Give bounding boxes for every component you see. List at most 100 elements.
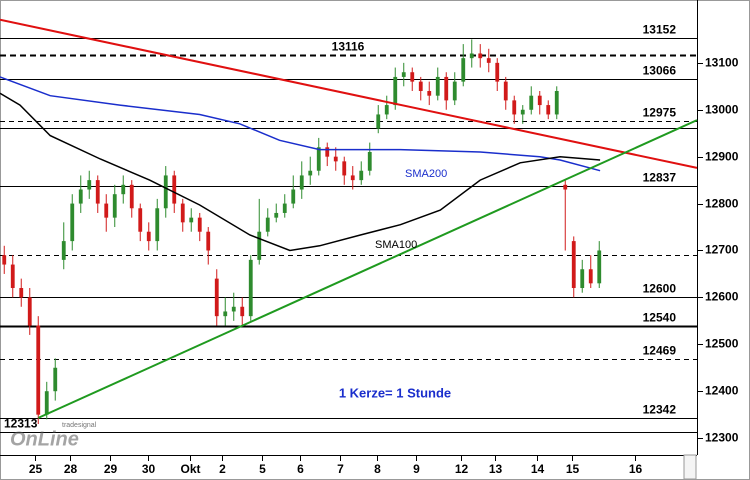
- x-tick-label: Okt: [180, 462, 200, 476]
- y-tick-label: 12500: [705, 337, 739, 351]
- candle-body: [537, 95, 542, 106]
- candle-body: [146, 231, 151, 242]
- y-tick-label: 12600: [705, 290, 739, 304]
- candle-body: [588, 269, 593, 284]
- candle-body: [10, 264, 15, 289]
- x-tick-label: 29: [104, 462, 118, 476]
- candle-body: [410, 72, 415, 82]
- y-tick-label: 12700: [705, 243, 739, 257]
- y-tick-label: 12800: [705, 197, 739, 211]
- candle-body: [546, 105, 551, 115]
- x-tick-label: 5: [259, 462, 266, 476]
- candle-body: [418, 81, 423, 91]
- candle-body: [248, 259, 253, 317]
- candle-body: [95, 180, 100, 204]
- x-tick-label: 7: [337, 462, 344, 476]
- level-label: 12975: [643, 106, 677, 120]
- candle-body: [197, 217, 202, 232]
- y-tick-label: 12300: [705, 431, 739, 445]
- y-tick-label: 12400: [705, 384, 739, 398]
- candle-body: [180, 203, 185, 223]
- candle-body: [512, 100, 517, 115]
- x-tick-label: 15: [566, 462, 580, 476]
- level-label: 12837: [643, 171, 677, 185]
- candle-body: [597, 250, 602, 284]
- candle-body: [53, 367, 58, 392]
- corner-box: [683, 454, 697, 480]
- x-tick-label: 12: [455, 462, 469, 476]
- line-series: [37, 119, 698, 419]
- level-label: 12469: [643, 344, 677, 358]
- candle-body: [299, 175, 304, 190]
- level-label: 12313: [4, 417, 38, 431]
- x-tick-label: 6: [297, 462, 304, 476]
- x-tick-label: 30: [142, 462, 156, 476]
- logo: OnLine: [10, 428, 79, 450]
- candle-body: [529, 95, 534, 110]
- candle-body: [393, 76, 398, 106]
- candle-body: [231, 306, 236, 312]
- logo-small: tradesignal: [62, 422, 97, 429]
- candle-body: [214, 278, 219, 317]
- level-label: 13116: [332, 40, 365, 54]
- y-tick-label: 13100: [705, 56, 739, 70]
- candle-body: [563, 184, 568, 190]
- x-tick-label: 28: [64, 462, 78, 476]
- candle-body: [461, 58, 466, 82]
- candle-body: [223, 311, 228, 317]
- x-tick-label: 25: [29, 462, 43, 476]
- candle-body: [291, 189, 296, 204]
- candle-body: [580, 269, 585, 289]
- candle-body: [316, 147, 321, 171]
- candle-body: [333, 156, 338, 162]
- x-tick-label: 9: [413, 462, 420, 476]
- candle-body: [19, 288, 24, 298]
- series-label: SMA100: [375, 239, 417, 251]
- candle-body: [129, 184, 134, 209]
- candle-body: [121, 184, 126, 195]
- candle-body: [206, 231, 211, 251]
- candle-body: [520, 109, 525, 115]
- candle-body: [495, 62, 500, 82]
- candle-body: [112, 194, 117, 218]
- candle-body: [376, 114, 381, 129]
- candle-body: [240, 306, 245, 317]
- candle-body: [486, 58, 491, 63]
- candle-body: [163, 175, 168, 209]
- candle-body: [435, 76, 440, 96]
- level-label: 13066: [643, 64, 677, 78]
- level-label: 13152: [643, 23, 677, 37]
- x-tick-label: 16: [629, 462, 643, 476]
- line-series: [0, 18, 698, 169]
- candle-body: [342, 161, 347, 176]
- candle-body: [27, 297, 32, 326]
- candle-body: [61, 241, 66, 260]
- x-tick-label: 8: [374, 462, 381, 476]
- candle-body: [189, 217, 194, 223]
- level-label: 12600: [643, 282, 677, 296]
- candle-body: [571, 241, 576, 289]
- level-label: 12342: [643, 403, 677, 417]
- candle-body: [401, 72, 406, 77]
- candle-body: [359, 170, 364, 181]
- candle-body: [78, 189, 83, 204]
- candle-body: [155, 208, 160, 242]
- candle-body: [2, 255, 7, 265]
- candle-body: [274, 212, 279, 218]
- candle-body: [104, 203, 109, 218]
- line-series: [0, 92, 601, 252]
- candle-body: [44, 391, 49, 415]
- candle-body: [36, 325, 41, 415]
- candle-body: [444, 76, 449, 101]
- candle-body: [469, 53, 474, 59]
- candle-body: [282, 203, 287, 213]
- x-tick-label: 13: [489, 462, 503, 476]
- y-tick-label: 13000: [705, 103, 739, 117]
- candle-body: [172, 175, 177, 204]
- candle-body: [325, 147, 330, 157]
- candle-body: [384, 105, 389, 115]
- series-label: SMA200: [405, 168, 447, 180]
- candle-body: [478, 53, 483, 59]
